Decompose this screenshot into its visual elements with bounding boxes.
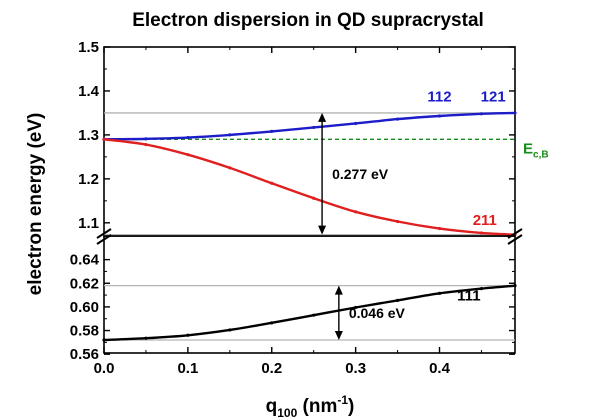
series-point [270, 181, 274, 185]
curve-label: 121 [481, 89, 506, 106]
gap-label: 0.046 eV [349, 305, 406, 321]
upper-frame [103, 46, 516, 237]
lower-y-tick-label: 0.60 [70, 299, 99, 316]
upper-y-tick-label: 1.5 [78, 39, 99, 56]
x-axis-label-main: q [266, 396, 278, 417]
x-tick-label: 0.4 [429, 360, 451, 377]
ec-b-label-main: E [523, 140, 533, 157]
series-point [479, 112, 484, 116]
lower-frame [103, 235, 516, 354]
series-point [228, 133, 232, 137]
x-axis-label-unit-post: ) [348, 396, 354, 417]
series-point [312, 196, 316, 200]
lower-y-tick-label: 0.64 [70, 252, 100, 269]
series-point [144, 142, 148, 147]
series-point [186, 333, 190, 337]
series-point [395, 219, 400, 224]
lower-y-tick-label: 0.58 [70, 323, 99, 340]
curve-label: 112 [427, 89, 451, 106]
series-point [437, 291, 442, 295]
series-point [228, 328, 232, 332]
x-axis-label-sub: 100 [277, 406, 297, 420]
lower-panel: 0.56 0.58 0.60 0.62 0.64 0.0 0.1 0.2 0.3 0.4 0.046… [70, 235, 517, 377]
upper-y-tick-label: 1.4 [78, 83, 100, 100]
curve-label: 211 [473, 212, 497, 229]
gap-arrow-head-bottom [334, 331, 343, 340]
series-point [186, 135, 190, 140]
lower-y-tick-label: 0.56 [70, 346, 99, 363]
series-point [437, 114, 442, 118]
ec-b-label-sub: c,B [533, 149, 549, 160]
series-point [479, 286, 484, 291]
series-point [479, 231, 484, 235]
y-axis-label: electron energy (eV) [25, 113, 46, 296]
series-point [354, 121, 358, 126]
series-point [228, 166, 232, 170]
series-line [103, 111, 516, 141]
ec-b-label: Ec,B [523, 140, 549, 160]
axis-break-marks [96, 228, 523, 245]
gap-arrow-head-top [334, 285, 343, 295]
series-point [513, 111, 517, 115]
series-point [312, 125, 316, 130]
series-point [354, 305, 358, 310]
series-point [270, 321, 274, 325]
upper-y-tick-label: 1.2 [78, 171, 99, 188]
series-point [186, 153, 190, 157]
x-axis-label-sup: -1 [337, 393, 348, 407]
series-point [312, 313, 316, 317]
series-point [144, 137, 148, 141]
series-point [354, 210, 358, 214]
gap-label: 0.277 eV [332, 166, 389, 182]
series-line [103, 284, 516, 342]
series-point [395, 117, 400, 121]
series-point [395, 298, 400, 303]
gap-arrow-head-bottom [318, 225, 327, 235]
x-axis-label-unit-pre: (nm [297, 396, 337, 417]
series-point [102, 338, 106, 342]
upper-y-tick-label: 1.3 [78, 127, 99, 144]
chart-title: Electron dispersion in QD supracrystal [132, 10, 484, 31]
x-tick-label: 0.0 [94, 360, 115, 377]
x-tick-label: 0.1 [177, 360, 198, 377]
series-point [270, 129, 274, 133]
series-point [144, 336, 148, 340]
series-point [102, 137, 106, 141]
upper-panel: 1.1 1.2 1.3 1.4 1.5 Ec,B 0.277 eV 112 121 211 [78, 39, 549, 237]
series-point [437, 226, 442, 231]
x-tick-label: 0.3 [345, 360, 366, 377]
lower-y-tick-label: 0.62 [70, 275, 99, 292]
series-point [513, 284, 517, 288]
curve-label: 111 [457, 287, 480, 304]
gap-arrow-head-top [318, 112, 327, 122]
x-axis-label: q100 (nm-1) [266, 393, 355, 420]
series-line [103, 138, 516, 236]
upper-y-tick-label: 1.1 [78, 215, 99, 232]
x-tick-label: 0.2 [261, 360, 282, 377]
